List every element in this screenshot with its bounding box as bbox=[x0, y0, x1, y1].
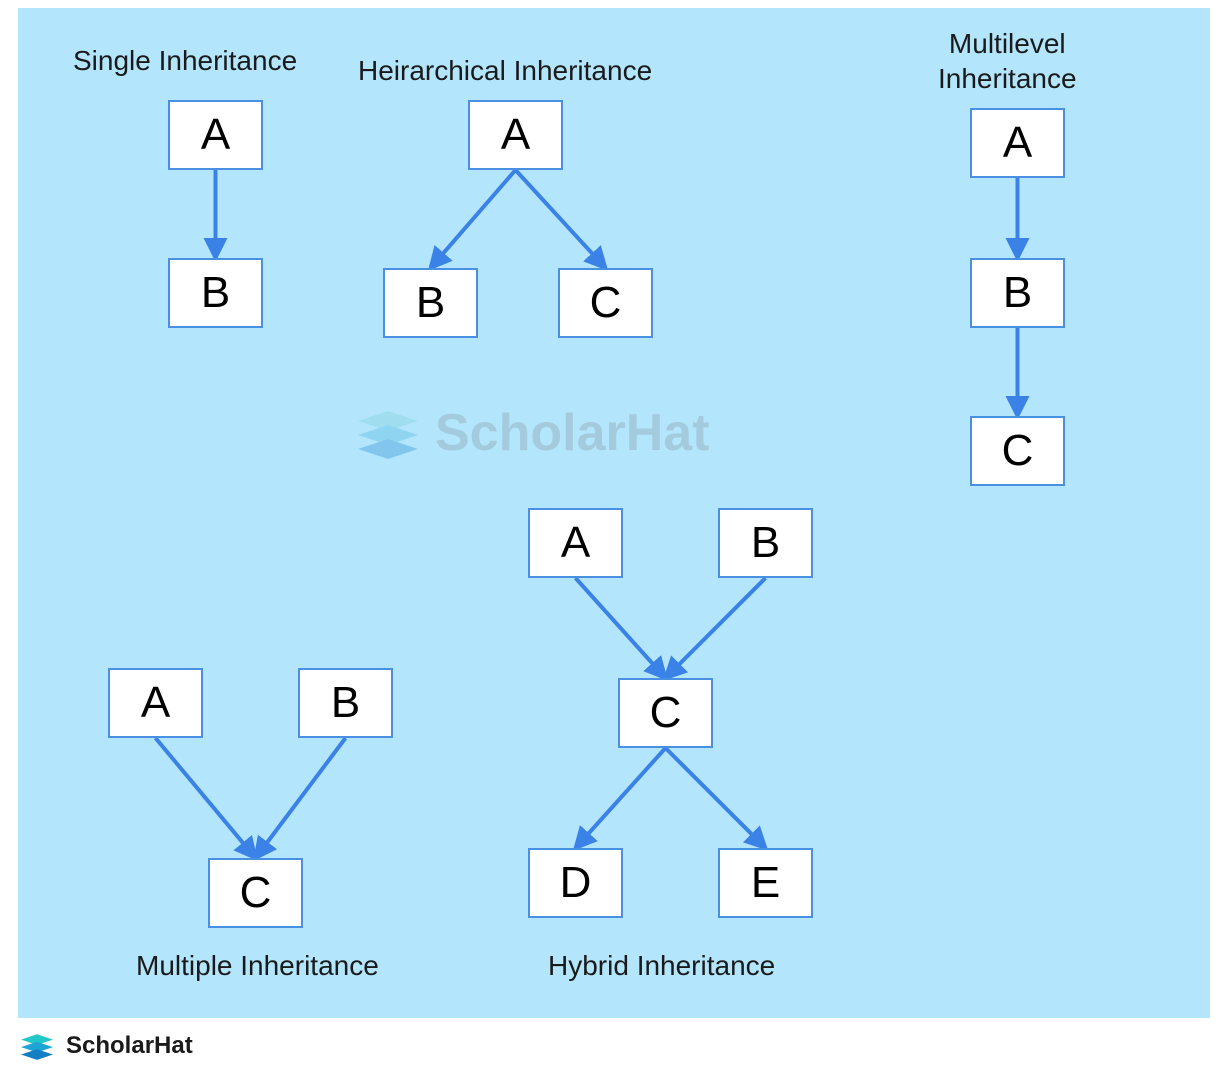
class-node: A bbox=[168, 100, 263, 170]
class-node: B bbox=[298, 668, 393, 738]
class-node: B bbox=[718, 508, 813, 578]
inheritance-arrow bbox=[576, 578, 666, 678]
inheritance-arrow bbox=[156, 738, 256, 858]
watermark: ScholarHat bbox=[353, 403, 710, 463]
diagram-title: Multiple Inheritance bbox=[136, 948, 379, 983]
diagram-title: Multilevel Inheritance bbox=[938, 26, 1077, 96]
watermark-text: ScholarHat bbox=[435, 403, 710, 463]
class-node: C bbox=[208, 858, 303, 928]
class-node: B bbox=[383, 268, 478, 338]
footer-logo-icon bbox=[18, 1030, 56, 1062]
inheritance-arrow bbox=[576, 748, 666, 848]
class-node: A bbox=[468, 100, 563, 170]
inheritance-arrow bbox=[666, 578, 766, 678]
class-node: B bbox=[168, 258, 263, 328]
class-node: C bbox=[618, 678, 713, 748]
inheritance-arrow bbox=[256, 738, 346, 858]
class-node: D bbox=[528, 848, 623, 918]
diagram-title: Single Inheritance bbox=[73, 43, 297, 78]
class-node: A bbox=[528, 508, 623, 578]
diagram-title: Hybrid Inheritance bbox=[548, 948, 775, 983]
footer-logo: ScholarHat bbox=[18, 1030, 193, 1062]
class-node: E bbox=[718, 848, 813, 918]
class-node: C bbox=[558, 268, 653, 338]
watermark-logo-icon bbox=[353, 403, 423, 463]
class-node: A bbox=[970, 108, 1065, 178]
diagram-canvas: Single Inheritance A B Heirarchical Inherit… bbox=[18, 8, 1210, 1018]
class-node: A bbox=[108, 668, 203, 738]
inheritance-arrow bbox=[516, 170, 606, 268]
inheritance-arrow bbox=[431, 170, 516, 268]
inheritance-arrow bbox=[666, 748, 766, 848]
class-node: B bbox=[970, 258, 1065, 328]
diagram-title: Heirarchical Inheritance bbox=[358, 53, 652, 88]
class-node: C bbox=[970, 416, 1065, 486]
footer-text: ScholarHat bbox=[66, 1032, 193, 1060]
